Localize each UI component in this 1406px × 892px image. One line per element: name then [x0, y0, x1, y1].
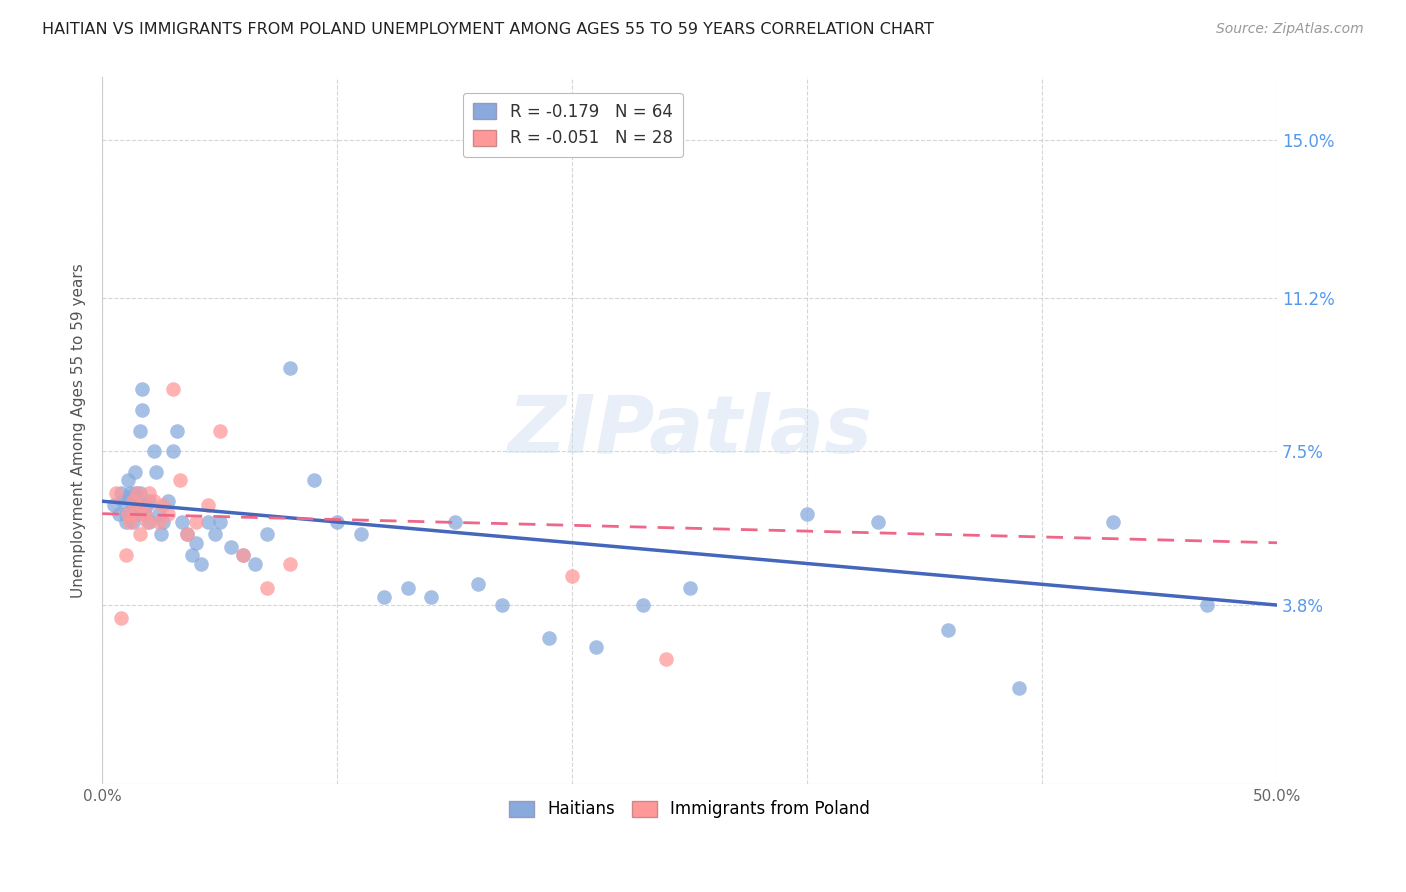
Point	[561, 569, 583, 583]
Point	[190, 557, 212, 571]
Y-axis label: Unemployment Among Ages 55 to 59 years: Unemployment Among Ages 55 to 59 years	[72, 263, 86, 598]
Point	[204, 527, 226, 541]
Point	[256, 527, 278, 541]
Point	[117, 507, 139, 521]
Point	[121, 515, 143, 529]
Point	[936, 623, 959, 637]
Point	[166, 424, 188, 438]
Point	[149, 527, 172, 541]
Point	[232, 548, 254, 562]
Point	[396, 582, 419, 596]
Point	[186, 515, 208, 529]
Point	[278, 361, 301, 376]
Point	[585, 640, 607, 654]
Point	[197, 499, 219, 513]
Point	[127, 499, 149, 513]
Point	[373, 590, 395, 604]
Point	[131, 402, 153, 417]
Point	[121, 499, 143, 513]
Point	[107, 507, 129, 521]
Point	[243, 557, 266, 571]
Point	[420, 590, 443, 604]
Point	[302, 474, 325, 488]
Point	[135, 499, 157, 513]
Point	[278, 557, 301, 571]
Point	[152, 515, 174, 529]
Point	[156, 494, 179, 508]
Point	[142, 444, 165, 458]
Point	[1101, 515, 1123, 529]
Point	[796, 507, 818, 521]
Point	[134, 507, 156, 521]
Point	[1195, 598, 1218, 612]
Text: HAITIAN VS IMMIGRANTS FROM POLAND UNEMPLOYMENT AMONG AGES 55 TO 59 YEARS CORRELA: HAITIAN VS IMMIGRANTS FROM POLAND UNEMPL…	[42, 22, 934, 37]
Point	[176, 527, 198, 541]
Point	[128, 527, 150, 541]
Point	[124, 465, 146, 479]
Point	[112, 494, 135, 508]
Point	[1008, 681, 1031, 695]
Point	[105, 486, 128, 500]
Point	[148, 515, 170, 529]
Point	[103, 499, 125, 513]
Legend: Haitians, Immigrants from Poland: Haitians, Immigrants from Poland	[502, 794, 877, 825]
Point	[221, 540, 243, 554]
Point	[180, 548, 202, 562]
Point	[326, 515, 349, 529]
Point	[186, 535, 208, 549]
Point	[162, 382, 184, 396]
Point	[117, 474, 139, 488]
Point	[114, 507, 136, 521]
Point	[135, 515, 157, 529]
Point	[110, 610, 132, 624]
Point	[197, 515, 219, 529]
Point	[120, 507, 142, 521]
Point	[128, 424, 150, 438]
Point	[537, 632, 560, 646]
Point	[152, 499, 174, 513]
Point	[138, 494, 160, 508]
Point	[121, 494, 143, 508]
Point	[124, 486, 146, 500]
Point	[138, 486, 160, 500]
Point	[120, 515, 142, 529]
Point	[128, 486, 150, 500]
Point	[162, 444, 184, 458]
Point	[350, 527, 373, 541]
Point	[134, 507, 156, 521]
Point	[127, 486, 149, 500]
Point	[148, 507, 170, 521]
Point	[866, 515, 889, 529]
Point	[208, 515, 231, 529]
Text: Source: ZipAtlas.com: Source: ZipAtlas.com	[1216, 22, 1364, 37]
Point	[127, 507, 149, 521]
Point	[232, 548, 254, 562]
Point	[120, 486, 142, 500]
Point	[176, 527, 198, 541]
Point	[117, 490, 139, 504]
Point	[256, 582, 278, 596]
Point	[679, 582, 702, 596]
Point	[169, 474, 191, 488]
Point	[131, 382, 153, 396]
Point	[443, 515, 465, 529]
Point	[467, 577, 489, 591]
Point	[491, 598, 513, 612]
Point	[145, 465, 167, 479]
Point	[655, 652, 678, 666]
Point	[172, 515, 194, 529]
Point	[142, 494, 165, 508]
Point	[124, 507, 146, 521]
Point	[114, 515, 136, 529]
Point	[156, 507, 179, 521]
Text: ZIPatlas: ZIPatlas	[508, 392, 872, 469]
Point	[131, 499, 153, 513]
Point	[110, 486, 132, 500]
Point	[631, 598, 654, 612]
Point	[114, 548, 136, 562]
Point	[138, 515, 160, 529]
Point	[208, 424, 231, 438]
